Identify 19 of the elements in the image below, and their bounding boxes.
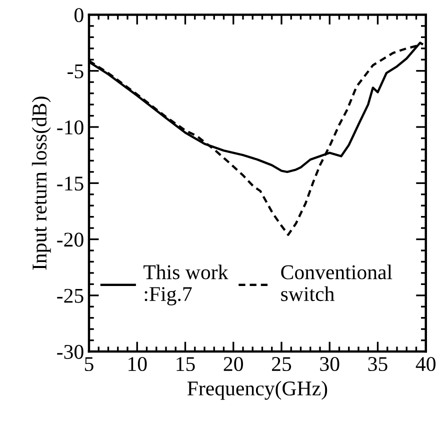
legend-label: Conventional switch xyxy=(281,264,392,302)
y-tick-label: -10 xyxy=(57,120,84,134)
y-tick-label: 0 xyxy=(74,8,84,22)
x-axis-title: Frequency(GHz) xyxy=(187,380,328,400)
legend-label: This work :Fig.7 xyxy=(144,264,228,306)
x-tick-label: 10 xyxy=(128,357,147,372)
y-tick-label: -30 xyxy=(57,344,84,359)
y-tick-label: -5 xyxy=(68,64,84,78)
y-tick-label: -20 xyxy=(57,232,84,247)
y-axis-title: Input return loss(dB) xyxy=(32,96,51,270)
x-tick-label: 15 xyxy=(176,357,195,372)
y-tick-label: -15 xyxy=(57,176,84,191)
x-tick-label: 25 xyxy=(272,357,292,372)
x-tick-label: 30 xyxy=(320,357,340,372)
x-tick-label: 35 xyxy=(368,357,388,372)
x-tick-label: 5 xyxy=(85,357,94,372)
x-tick-label: 40 xyxy=(416,357,436,372)
y-tick-label: -25 xyxy=(57,288,84,303)
x-tick-label: 20 xyxy=(224,357,243,372)
